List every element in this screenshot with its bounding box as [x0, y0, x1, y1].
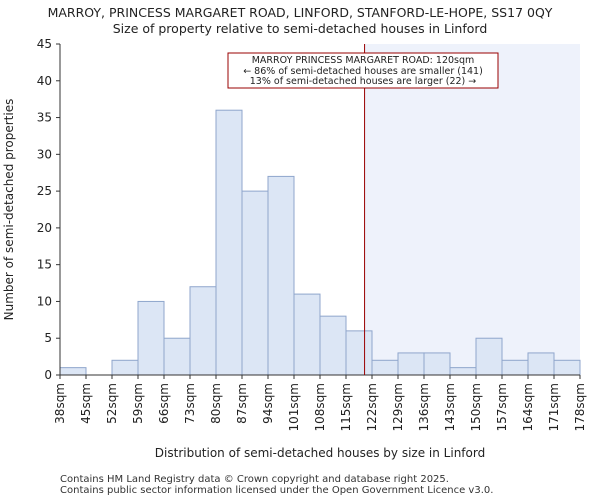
x-tick-label: 157sqm — [495, 383, 509, 431]
x-tick-label: 178sqm — [573, 383, 587, 431]
chart-title: MARROY, PRINCESS MARGARET ROAD, LINFORD,… — [47, 5, 553, 20]
x-tick-label: 101sqm — [287, 383, 301, 431]
histogram-bar — [59, 367, 87, 376]
histogram-bar — [319, 315, 347, 376]
y-tick-label: 5 — [44, 331, 52, 345]
x-tick-label: 66sqm — [157, 383, 171, 424]
footer-licence: Contains public sector information licen… — [60, 485, 494, 496]
x-tick-label: 38sqm — [53, 383, 67, 424]
x-tick-label: 164sqm — [521, 383, 535, 431]
y-tick-label: 0 — [44, 368, 52, 382]
histogram-bar — [501, 359, 529, 376]
x-tick-label: 87sqm — [235, 383, 249, 424]
annotation-box — [227, 52, 499, 89]
y-tick-label: 15 — [37, 258, 52, 272]
histogram-bar — [267, 175, 295, 376]
x-tick-label: 52sqm — [105, 383, 119, 424]
x-tick-label: 143sqm — [443, 383, 457, 431]
y-tick-label: 20 — [37, 221, 52, 235]
x-tick-label: 45sqm — [79, 383, 93, 424]
y-tick-label: 45 — [37, 37, 52, 51]
y-tick-label: 10 — [37, 294, 52, 308]
histogram-bar — [423, 352, 451, 376]
y-tick-label: 30 — [37, 147, 52, 161]
annotation-line-3: 13% of semi-detached houses are larger (… — [250, 76, 477, 87]
x-tick-label: 73sqm — [183, 383, 197, 424]
histogram-bar — [527, 352, 555, 376]
histogram-bar — [553, 359, 581, 376]
y-tick-label: 25 — [37, 184, 52, 198]
histogram-bar — [293, 293, 321, 376]
y-tick-label: 35 — [37, 111, 52, 125]
x-tick-label: 108sqm — [313, 383, 327, 431]
larger-region-highlight — [364, 44, 580, 375]
histogram-bar — [345, 330, 373, 376]
annotation-line-2: ← 86% of semi-detached houses are smalle… — [243, 66, 483, 77]
x-tick-label: 150sqm — [469, 383, 483, 431]
y-axis-label: Number of semi-detached properties — [2, 99, 16, 321]
x-tick-label: 136sqm — [417, 383, 431, 431]
x-tick-label: 59sqm — [131, 383, 145, 424]
footer-copyright: Contains HM Land Registry data © Crown c… — [60, 474, 449, 485]
histogram-bar — [111, 359, 139, 376]
x-tick-label: 122sqm — [365, 383, 379, 431]
histogram-bar — [449, 367, 477, 376]
chart-subtitle: Size of property relative to semi-detach… — [112, 21, 488, 36]
histogram-bar — [475, 337, 503, 376]
annotation-line-1: MARROY PRINCESS MARGARET ROAD: 120sqm — [252, 55, 475, 66]
histogram-bar — [371, 359, 399, 376]
histogram-bar — [163, 337, 191, 376]
x-axis-label: Distribution of semi-detached houses by … — [155, 446, 485, 460]
histogram-bar — [215, 109, 243, 376]
histogram-bar — [397, 352, 425, 376]
histogram-bar — [189, 286, 217, 376]
x-tick-label: 80sqm — [209, 383, 223, 424]
histogram-bar — [137, 300, 165, 376]
x-tick-label: 115sqm — [339, 383, 353, 431]
x-tick-label: 171sqm — [547, 383, 561, 431]
y-tick-label: 40 — [37, 74, 52, 88]
histogram-bar — [241, 190, 269, 376]
x-tick-label: 94sqm — [261, 383, 275, 424]
x-tick-label: 129sqm — [391, 383, 405, 431]
